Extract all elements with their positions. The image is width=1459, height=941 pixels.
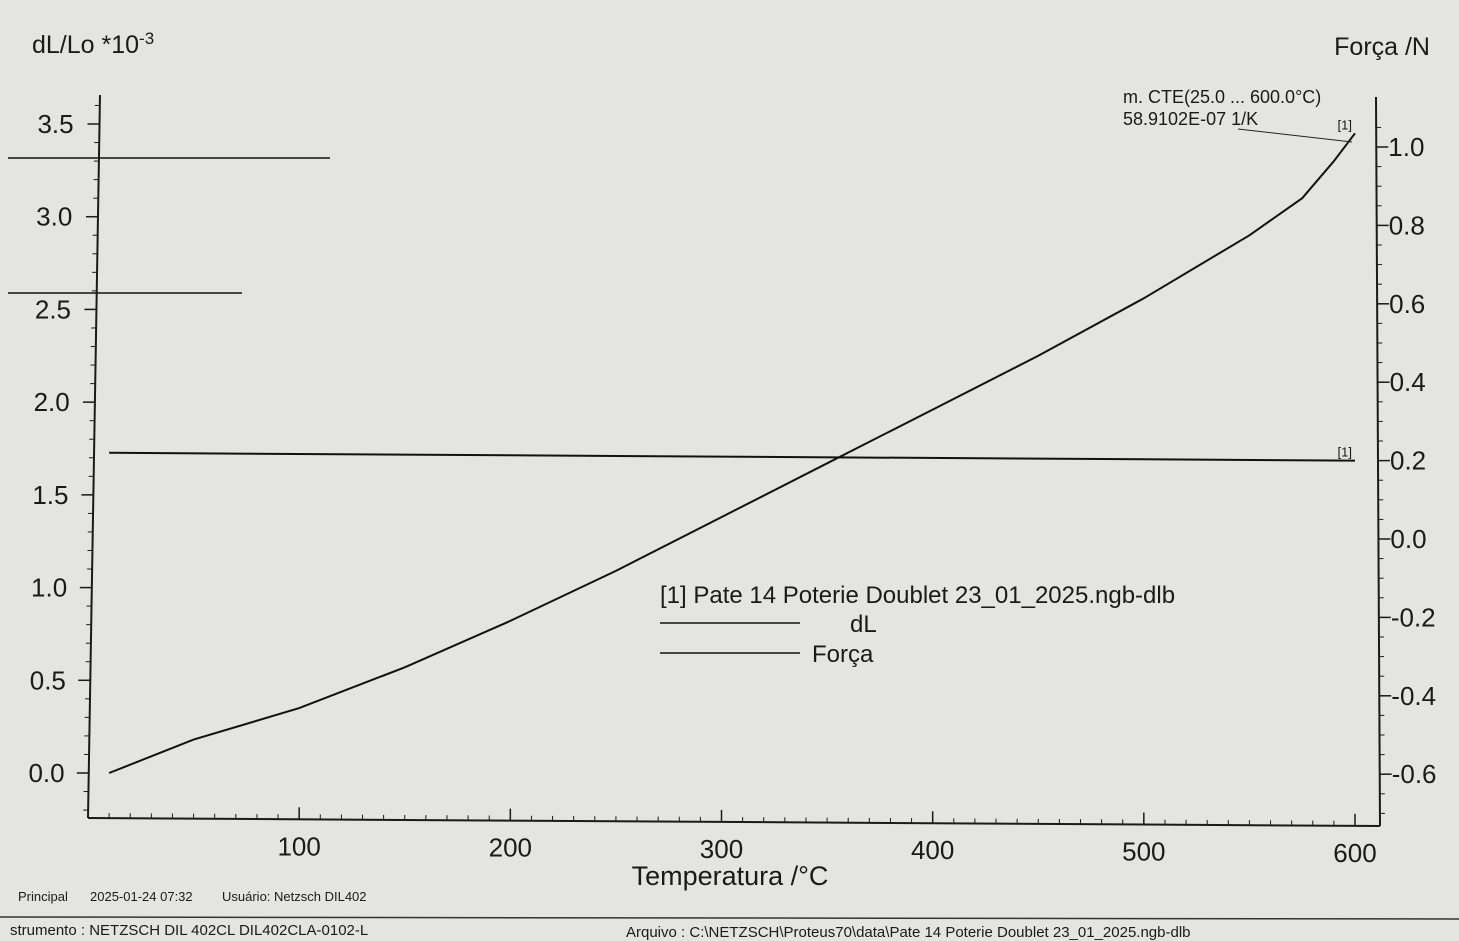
y-right-tick-label: 0.6 <box>1389 289 1425 319</box>
cte-annotation-value: 58.9102E-07 1/K <box>1123 109 1258 129</box>
y-right-tick-label: 0.4 <box>1390 367 1426 397</box>
x-tick-label: 300 <box>700 834 743 864</box>
legend-label-forca: Força <box>812 641 874 668</box>
y-right-tick-label: 0.2 <box>1390 446 1426 476</box>
y-right-axis-title: Força /N <box>1334 33 1430 61</box>
series-marker-label: [1] <box>1338 445 1352 460</box>
x-tick-label: 200 <box>489 833 532 863</box>
legend-title: [1] Pate 14 Poterie Doublet 23_01_2025.n… <box>660 582 1175 609</box>
y-right-tick-label: 0.0 <box>1390 524 1426 554</box>
x-tick-label: 400 <box>911 835 954 865</box>
y-left-tick-label: 1.5 <box>32 480 68 510</box>
y-right-tick-label: 1.0 <box>1388 132 1424 162</box>
y-right-tick-label: 0.8 <box>1389 210 1425 240</box>
series-dl-line <box>108 132 1356 774</box>
x-axis-title: Temperatura /°C <box>632 861 829 891</box>
footer-divider <box>0 916 1459 920</box>
x-tick-label: 500 <box>1122 837 1165 867</box>
y-left-tick-label: 3.5 <box>37 109 73 139</box>
y-left-axis-line <box>87 94 101 819</box>
y-left-tick-label: 0.0 <box>28 758 64 788</box>
y-left-tick-label: 3.0 <box>36 202 72 232</box>
y-left-tick-label: 0.5 <box>30 665 66 695</box>
y-right-tick-label: -0.6 <box>1392 759 1437 789</box>
footer-instrument: strumento : NETZSCH DIL 402CL DIL402CLA-… <box>10 922 368 939</box>
footer-user: Usuário: Netzsch DIL402 <box>222 889 367 904</box>
y-right-tick-label: -0.4 <box>1391 681 1436 711</box>
x-tick-label: 100 <box>277 831 320 861</box>
cte-annotation-leader <box>1237 128 1353 143</box>
y-left-tick-label: 1.0 <box>31 573 67 603</box>
y-left-axis-title: dL/Lo *10-3 <box>32 29 154 59</box>
y-right-tick-label: -0.2 <box>1391 602 1436 632</box>
series-forca-line <box>109 451 1356 462</box>
cte-annotation-line1: m. CTE(25.0 ... 600.0°C) <box>1123 87 1321 107</box>
legend-label-dl: dL <box>850 611 877 638</box>
series-marker-label: [1] <box>1338 117 1352 132</box>
y-left-tick-label: 2.0 <box>34 387 70 417</box>
y-right-axis-line <box>1375 96 1381 827</box>
footer-date: 2025-01-24 07:32 <box>90 889 193 904</box>
tick-marks <box>76 104 1392 826</box>
footer-file: Arquivo : C:\NETZSCH\Proteus70\data\Pate… <box>626 924 1191 941</box>
x-tick-label: 600 <box>1333 838 1376 868</box>
y-left-tick-label: 2.5 <box>35 294 71 324</box>
footer-principal: Principal <box>18 889 68 904</box>
tick-labels: 0.0 0.5 1.0 1.5 2.0 2.5 3.0 3.5 -0.6 -0.4 -0.2 0.0 0… <box>28 109 1436 868</box>
data-series <box>108 132 1356 774</box>
